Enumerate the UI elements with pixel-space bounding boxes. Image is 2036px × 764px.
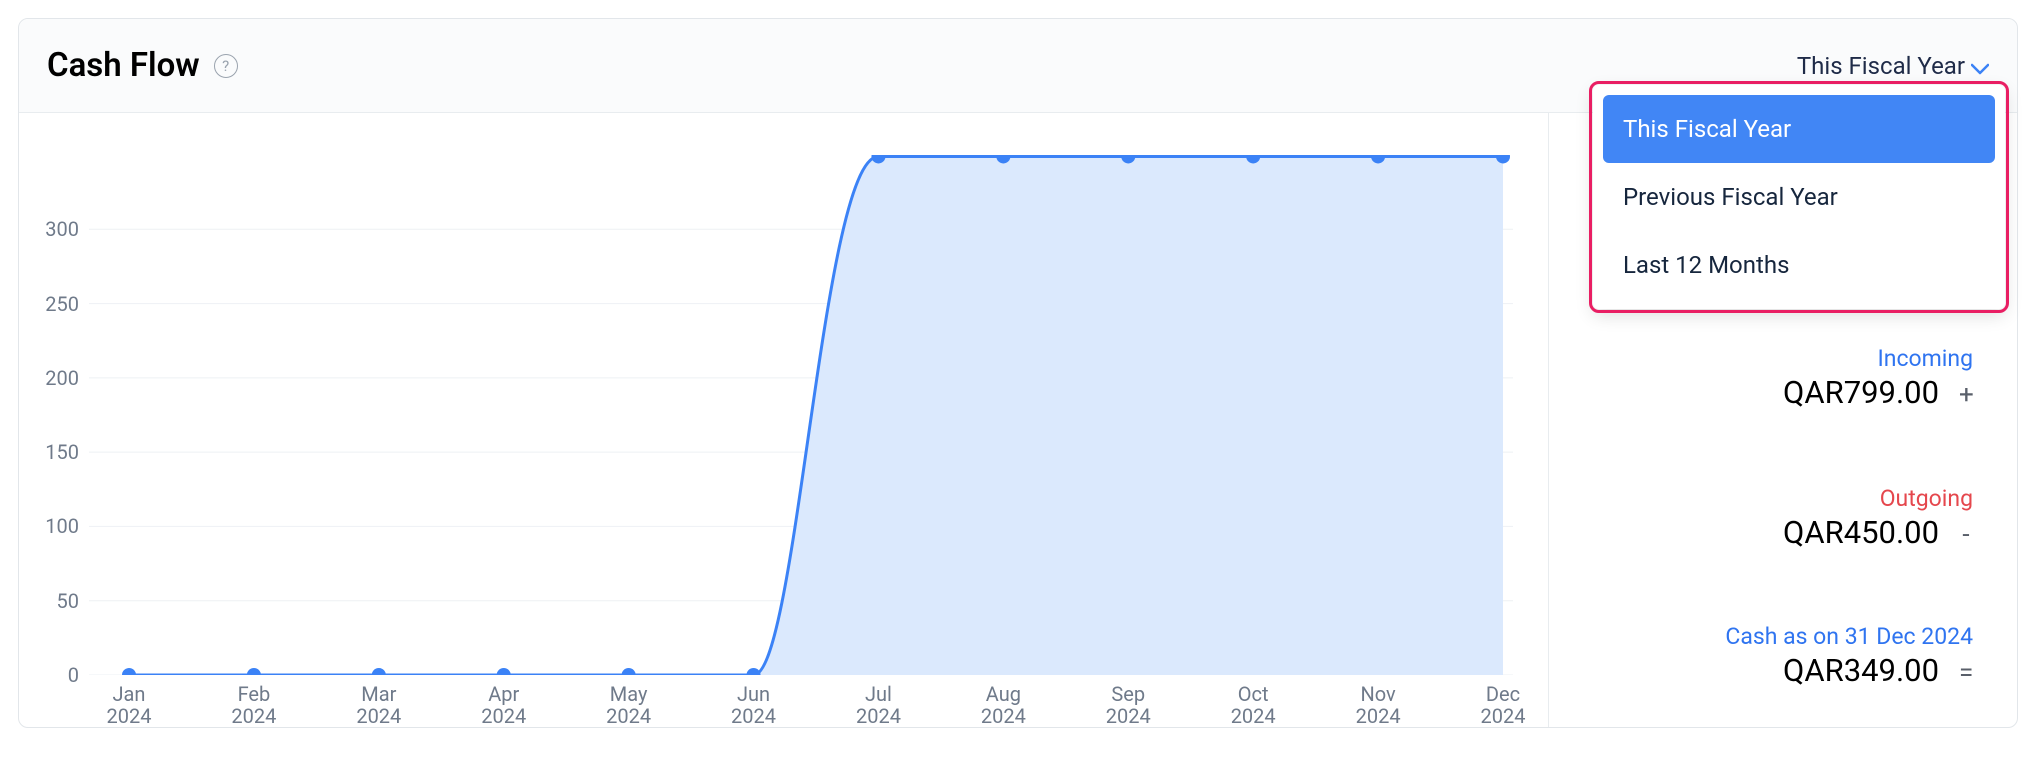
y-axis-labels: 050100150200250300 (19, 155, 79, 675)
x-tick-label: Dec2024 (1481, 683, 1526, 727)
x-tick-label: Mar2024 (356, 683, 401, 727)
cash-label: Cash as on 31 Dec 2024 (1725, 623, 1973, 650)
x-tick-label: Feb2024 (231, 683, 276, 727)
outgoing-op: - (1959, 520, 1973, 550)
incoming-value: QAR799.00 (1783, 374, 1939, 411)
x-tick-label: Jun2024 (731, 683, 776, 727)
x-axis-labels: Jan2024 Feb2024 Mar2024 Apr2024 May2024 Jun20… (89, 683, 1512, 743)
outgoing-value: QAR450.00 (1783, 514, 1939, 551)
help-icon[interactable]: ? (214, 54, 238, 78)
period-selector[interactable]: This Fiscal Year (1797, 52, 1989, 80)
cash-flow-card: Cash Flow ? This Fiscal Year 0 50 100 150 20… (18, 18, 2018, 728)
x-tick-label: Aug2024 (981, 683, 1026, 727)
period-selected-label: This Fiscal Year (1797, 52, 1965, 80)
summary-cash: Cash as on 31 Dec 2024 QAR349.00 = (1725, 623, 1973, 689)
card-title: Cash Flow (47, 46, 200, 85)
summary-incoming: Incoming QAR799.00 + (1783, 345, 1973, 411)
y-tick-label: 200 (23, 366, 79, 390)
y-tick-label: 50 (23, 589, 79, 613)
incoming-op: + (1959, 380, 1973, 410)
y-tick-label: 0 (23, 663, 79, 687)
cash-value: QAR349.00 (1783, 652, 1939, 689)
title-wrap: Cash Flow ? (47, 46, 238, 85)
chevron-down-icon (1971, 56, 1989, 80)
cash-flow-chart (89, 155, 1513, 675)
y-tick-label: 300 (23, 217, 79, 241)
x-tick-label: Sep2024 (1106, 683, 1151, 727)
x-tick-label: Apr2024 (481, 683, 526, 727)
period-dropdown: This Fiscal YearPrevious Fiscal YearLast… (1593, 85, 2005, 309)
incoming-label: Incoming (1783, 345, 1973, 372)
period-option[interactable]: Previous Fiscal Year (1603, 163, 1995, 231)
y-tick-label: 250 (23, 292, 79, 316)
x-tick-label: Jan2024 (107, 683, 152, 727)
period-option[interactable]: Last 12 Months (1603, 231, 1995, 299)
x-tick-label: Nov2024 (1356, 683, 1401, 727)
y-tick-label: 100 (23, 514, 79, 538)
summary-outgoing: Outgoing QAR450.00 - (1783, 485, 1973, 551)
chart-area: 0 50 100 150 200 250 300 Jan2024 Feb2024 Mar2024… (19, 113, 1549, 727)
cash-op: = (1959, 658, 1973, 688)
x-tick-label: Jul2024 (856, 683, 901, 727)
period-option[interactable]: This Fiscal Year (1603, 95, 1995, 163)
y-tick-label: 150 (23, 440, 79, 464)
x-tick-label: May2024 (606, 683, 651, 727)
x-tick-label: Oct2024 (1231, 683, 1276, 727)
outgoing-label: Outgoing (1783, 485, 1973, 512)
